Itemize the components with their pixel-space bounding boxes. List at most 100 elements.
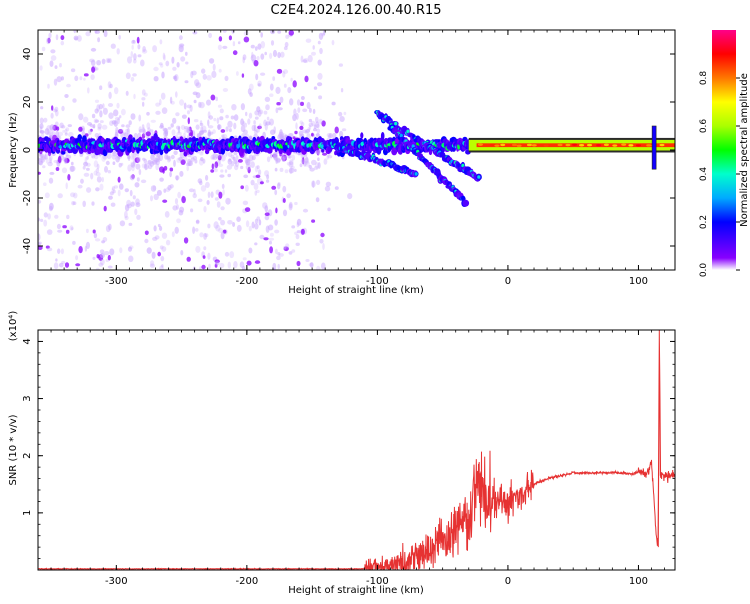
noise-speckle bbox=[192, 31, 198, 35]
noise-speckle bbox=[56, 126, 60, 131]
noise-speckle bbox=[227, 120, 233, 128]
noise-speckle bbox=[273, 152, 278, 160]
noise-speckle bbox=[198, 130, 204, 136]
strong-band-blob bbox=[603, 143, 609, 147]
noise-speckle bbox=[264, 212, 270, 216]
noise-speckle bbox=[62, 129, 66, 133]
noise-speckle bbox=[160, 63, 164, 68]
noise-speckle bbox=[117, 176, 121, 183]
noise-speckle bbox=[279, 167, 284, 172]
x-tick-label: -100 bbox=[366, 576, 389, 587]
snr-y-label: SNR (10 * v/v) bbox=[8, 414, 19, 485]
colorbar-label: Normalized spectral amplitude bbox=[739, 73, 750, 227]
noise-speckle bbox=[111, 186, 116, 191]
noise-speckle bbox=[269, 240, 272, 245]
noise-speckle bbox=[193, 99, 197, 104]
noise-speckle bbox=[235, 155, 239, 161]
snr-frame bbox=[37, 329, 676, 571]
noise-speckle bbox=[94, 67, 99, 71]
noise-speckle bbox=[315, 121, 320, 129]
noise-speckle bbox=[251, 124, 256, 132]
y-tick-label: 2 bbox=[22, 453, 33, 459]
noise-speckle bbox=[311, 159, 317, 166]
noise-speckle bbox=[95, 187, 100, 192]
noise-speckle bbox=[174, 198, 179, 205]
noise-speckle bbox=[203, 206, 207, 213]
noise-speckle bbox=[130, 76, 135, 82]
noise-speckle bbox=[203, 246, 207, 251]
noise-speckle bbox=[113, 185, 119, 189]
noise-speckle bbox=[282, 198, 286, 203]
noise-speckle bbox=[237, 41, 241, 45]
noise-speckle bbox=[107, 103, 114, 107]
noise-speckle bbox=[200, 126, 204, 133]
noise-speckle bbox=[83, 172, 90, 177]
noise-speckle bbox=[316, 133, 320, 138]
noise-speckle bbox=[251, 155, 256, 161]
noise-speckle bbox=[153, 225, 157, 232]
noise-speckle bbox=[176, 131, 182, 136]
noise-speckle bbox=[220, 206, 225, 211]
noise-speckle bbox=[151, 251, 156, 259]
strong-band-blob bbox=[628, 144, 634, 147]
noise-speckle bbox=[290, 165, 295, 170]
noise-speckle bbox=[74, 37, 78, 41]
noise-speckle bbox=[73, 30, 77, 34]
noise-speckle bbox=[118, 128, 124, 133]
noise-speckle bbox=[79, 153, 84, 157]
noise-speckle bbox=[256, 106, 261, 113]
noise-speckle bbox=[206, 200, 210, 205]
noise-speckle bbox=[307, 54, 313, 63]
noise-speckle bbox=[170, 123, 174, 128]
noise-speckle bbox=[138, 114, 142, 122]
noise-speckle bbox=[322, 243, 325, 250]
noise-speckle bbox=[184, 80, 189, 84]
strong-band-blob bbox=[500, 143, 506, 147]
noise-speckle bbox=[317, 162, 321, 169]
noise-speckle bbox=[125, 90, 129, 96]
noise-speckle bbox=[136, 36, 140, 44]
branch-core bbox=[414, 172, 418, 176]
noise-speckle bbox=[296, 99, 301, 106]
noise-speckle bbox=[341, 128, 347, 132]
snr-y-multiplier: (x10⁴) bbox=[8, 311, 19, 342]
noise-speckle bbox=[210, 191, 214, 198]
noise-speckle bbox=[172, 205, 178, 211]
noise-speckle bbox=[215, 96, 218, 102]
noise-speckle bbox=[315, 197, 320, 203]
noise-speckle bbox=[115, 155, 120, 163]
noise-speckle bbox=[151, 131, 154, 136]
strong-band-blob bbox=[552, 144, 558, 147]
noise-speckle bbox=[212, 156, 218, 160]
noise-speckle bbox=[67, 174, 71, 181]
noise-speckle bbox=[264, 123, 268, 131]
noise-speckle bbox=[163, 188, 167, 193]
noise-speckle bbox=[248, 225, 252, 232]
noise-speckle bbox=[299, 120, 303, 125]
noise-speckle bbox=[177, 126, 181, 134]
noise-speckle bbox=[317, 72, 323, 80]
noise-speckle bbox=[69, 165, 75, 172]
noise-speckle bbox=[124, 204, 130, 212]
noise-speckle bbox=[130, 113, 136, 120]
noise-speckle bbox=[40, 218, 44, 222]
band-blob bbox=[100, 137, 105, 143]
noise-speckle bbox=[53, 78, 58, 86]
noise-speckle bbox=[275, 157, 281, 164]
noise-speckle bbox=[233, 122, 237, 130]
noise-speckle bbox=[49, 130, 54, 138]
noise-speckle bbox=[217, 124, 222, 130]
noise-speckle bbox=[220, 231, 225, 240]
noise-speckle bbox=[294, 231, 298, 235]
noise-speckle bbox=[159, 265, 164, 270]
noise-speckle bbox=[313, 86, 318, 90]
noise-speckle bbox=[95, 168, 100, 173]
noise-speckle bbox=[133, 93, 136, 100]
noise-speckle bbox=[300, 159, 304, 164]
noise-speckle bbox=[298, 130, 303, 137]
noise-speckle bbox=[257, 80, 262, 87]
noise-speckle bbox=[178, 157, 183, 161]
noise-speckle bbox=[264, 205, 269, 213]
noise-speckle bbox=[312, 108, 316, 115]
noise-speckle bbox=[189, 104, 193, 112]
